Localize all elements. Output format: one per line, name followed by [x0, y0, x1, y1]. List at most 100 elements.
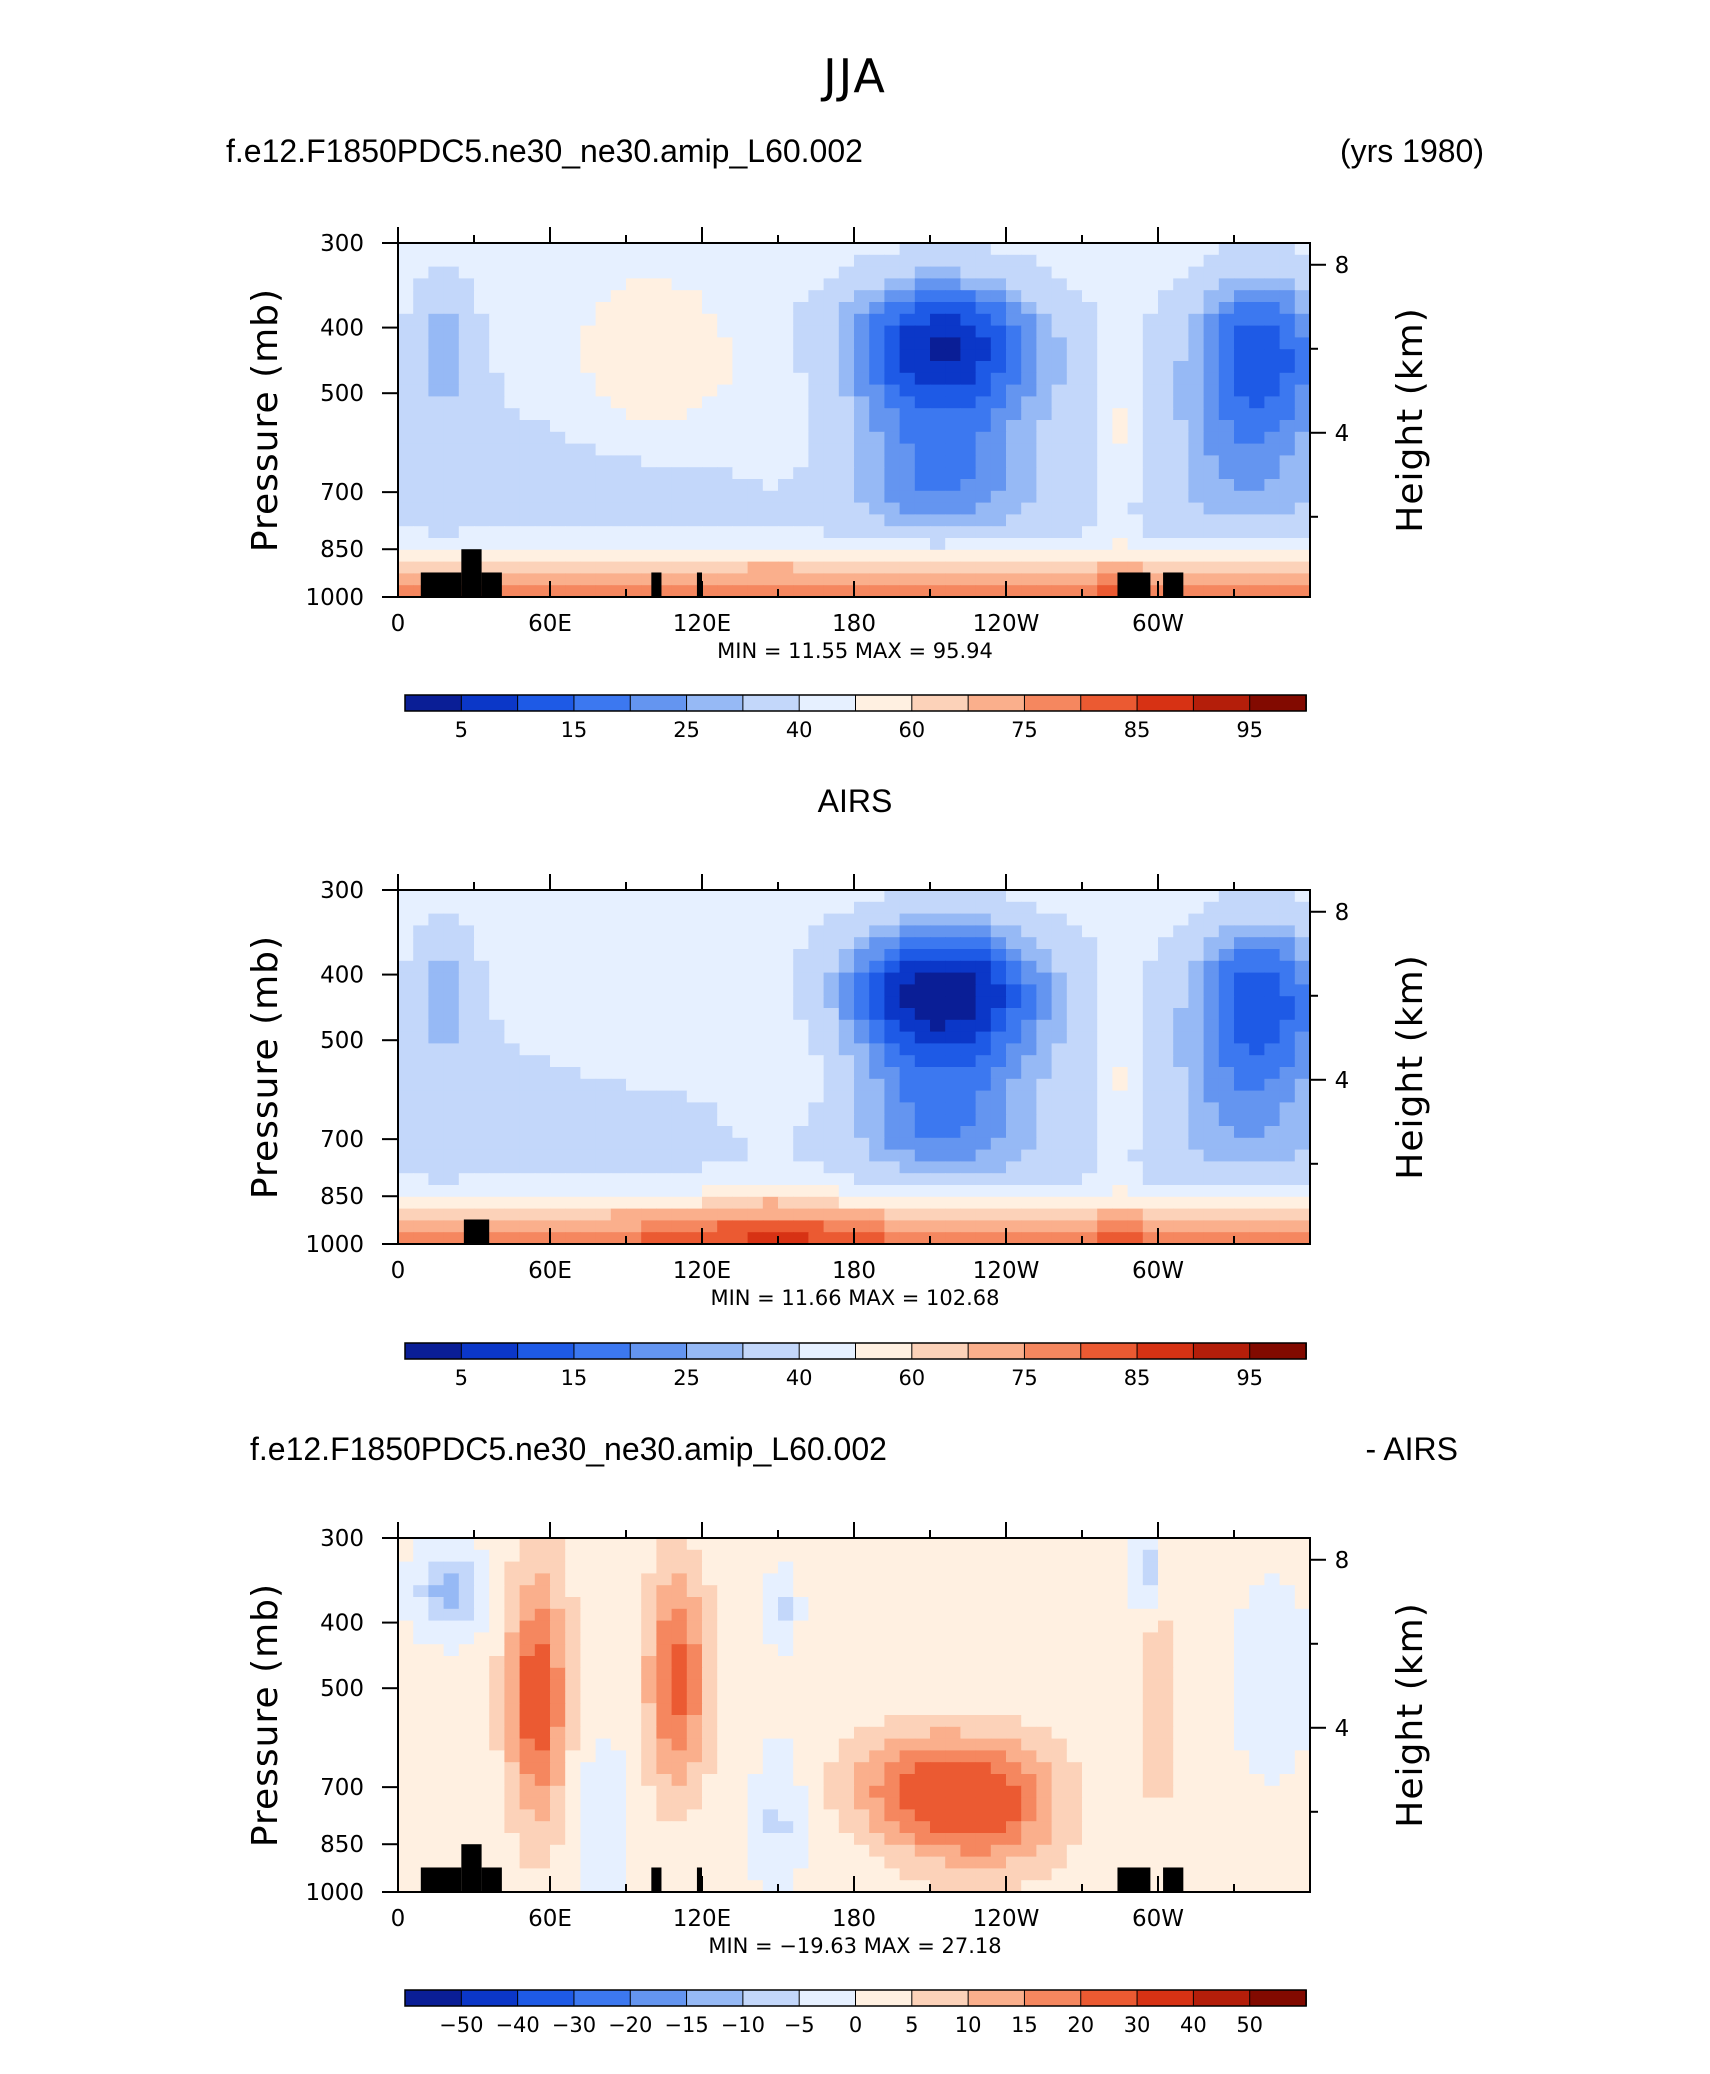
field-cell [1036, 1738, 1053, 1751]
field-cell [398, 1679, 414, 1692]
field-cell [1158, 443, 1174, 456]
field-cell [1203, 467, 1220, 480]
field-cell [732, 479, 749, 492]
field-cell [1021, 420, 1037, 433]
field-cell [899, 1161, 916, 1174]
field-cell [656, 337, 673, 350]
field-cell [1294, 372, 1311, 386]
field-cell [1158, 420, 1174, 433]
field-cell [519, 1220, 536, 1233]
field-cell [595, 1703, 612, 1716]
field-cell [899, 585, 916, 598]
field-cell [762, 561, 779, 574]
field-cell [838, 396, 855, 409]
field-cell [778, 996, 794, 1009]
field-cell [413, 254, 429, 268]
field-cell [580, 1102, 597, 1115]
field-cell [1203, 561, 1220, 574]
field-cell [945, 1608, 961, 1622]
field-cell [641, 1126, 657, 1139]
field-cell [762, 1632, 779, 1645]
field-cell [428, 1090, 445, 1103]
field-cell [1203, 1538, 1220, 1551]
field-cell [398, 514, 414, 527]
field-cell [656, 1137, 673, 1151]
field-cell [1142, 1738, 1159, 1751]
field-cell [975, 443, 992, 456]
field-cell [1203, 443, 1220, 456]
field-cell [413, 431, 429, 445]
field-cell [519, 278, 536, 291]
field-cell [1082, 972, 1098, 985]
field-cell [1188, 1703, 1205, 1716]
field-cell [778, 549, 794, 563]
field-cell [1142, 1067, 1159, 1080]
panel3-diff-label: - AIRS [1366, 1431, 1458, 1467]
field-cell [1188, 1597, 1205, 1610]
field-cell [778, 266, 794, 279]
field-cell [808, 396, 825, 409]
field-cell [1006, 1715, 1022, 1728]
field-cell [1097, 1102, 1113, 1115]
field-cell [884, 1196, 901, 1210]
field-cell [823, 490, 840, 504]
field-cell [884, 561, 901, 574]
field-cell [1006, 372, 1022, 386]
field-cell [1036, 949, 1053, 962]
field-cell [914, 455, 931, 468]
field-cell [838, 538, 855, 551]
field-cell [1127, 949, 1144, 962]
field-cell [1249, 890, 1265, 903]
field-cell [443, 1762, 460, 1775]
field-cell [474, 1679, 490, 1692]
field-cell [762, 1738, 779, 1751]
field-cell [1264, 1019, 1281, 1033]
field-cell [869, 1102, 885, 1115]
field-cell [1021, 372, 1037, 386]
field-cell [504, 372, 521, 386]
field-cell [398, 1220, 414, 1233]
field-cell [1234, 1726, 1250, 1740]
field-cell [702, 1185, 718, 1198]
field-cell [580, 502, 597, 515]
field-cell [1082, 325, 1098, 338]
field-cell [1264, 1549, 1281, 1563]
field-cell [1066, 349, 1083, 362]
field-cell [1066, 549, 1083, 563]
field-cell [1051, 1090, 1068, 1103]
field-cell [960, 1055, 977, 1068]
field-cell [519, 1585, 536, 1598]
field-cell [1021, 526, 1037, 539]
field-cell [1218, 913, 1235, 926]
field-cell [717, 443, 733, 456]
field-cell [398, 1078, 414, 1092]
field-cell [1188, 1055, 1205, 1068]
field-cell [1188, 996, 1205, 1009]
field-cell [519, 890, 536, 903]
field-cell [747, 1149, 764, 1162]
field-cell [930, 408, 946, 421]
field-cell [1264, 1220, 1281, 1233]
field-cell [899, 1208, 916, 1221]
field-cell [793, 431, 809, 445]
field-cell [945, 243, 961, 256]
field-cell [899, 972, 916, 985]
field-cell [854, 479, 870, 492]
field-cell [1279, 1055, 1296, 1068]
field-cell [534, 420, 551, 433]
field-cell [854, 1196, 870, 1210]
field-cell [489, 1126, 505, 1139]
field-cell [413, 455, 429, 468]
field-cell [945, 573, 961, 586]
field-cell [762, 949, 779, 962]
field-cell [960, 490, 977, 504]
field-cell [1112, 1750, 1129, 1763]
field-cell [580, 1185, 597, 1198]
field-cell [823, 325, 840, 338]
field-cell [565, 1078, 581, 1092]
field-cell [398, 901, 414, 915]
field-cell [702, 254, 718, 268]
field-cell [1218, 1232, 1235, 1245]
field-cell [1279, 420, 1296, 433]
field-cell [1158, 1750, 1174, 1763]
